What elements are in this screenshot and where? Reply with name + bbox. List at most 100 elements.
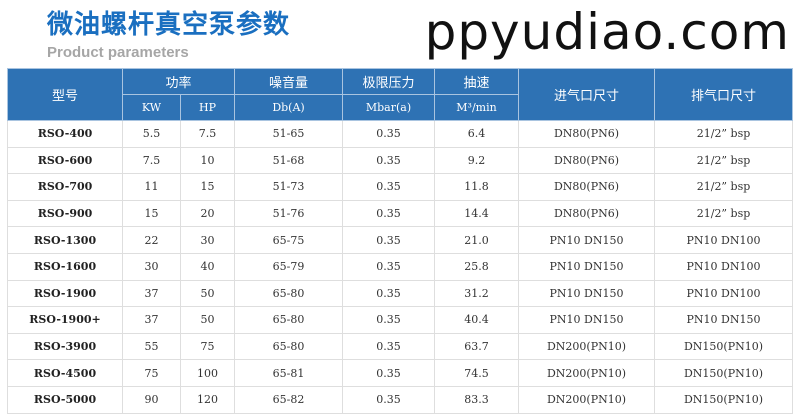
cell-noise: 65-80 bbox=[234, 332, 344, 361]
cell-inlet: DN200(PN10) bbox=[518, 385, 656, 414]
cell-model: RSO-700 bbox=[7, 173, 123, 201]
cell-speed: 14.4 bbox=[434, 199, 520, 228]
cell-inlet: DN200(PN10) bbox=[518, 332, 656, 361]
table-body: RSO-400 5.5 7.5 51-65 0.35 6.4 DN80(PN6) 21/2” … bbox=[7, 120, 794, 414]
cell-model: RSO-1600 bbox=[7, 252, 123, 281]
table-row: RSO-1900 37 50 65-80 0.35 31.2 PN10 DN150 PN10 … bbox=[7, 279, 794, 308]
cell-outlet: 21/2” bsp bbox=[654, 173, 794, 201]
cell-kw: 75 bbox=[122, 359, 181, 387]
cell-hp: 120 bbox=[179, 385, 236, 414]
cell-speed: 9.2 bbox=[434, 146, 520, 175]
cell-outlet: PN10 DN100 bbox=[654, 226, 794, 254]
cell-kw: 22 bbox=[122, 226, 181, 254]
header-speed: 抽速 bbox=[434, 68, 520, 95]
cell-speed: 40.4 bbox=[434, 306, 520, 334]
cell-model: RSO-400 bbox=[7, 120, 123, 148]
cell-model: RSO-5000 bbox=[7, 385, 123, 414]
cell-outlet: DN150(PN10) bbox=[654, 385, 794, 414]
cell-pressure: 0.35 bbox=[342, 146, 436, 175]
cell-speed: 83.3 bbox=[434, 385, 520, 414]
cell-outlet: DN150(PN10) bbox=[654, 332, 794, 361]
cell-speed: 25.8 bbox=[434, 252, 520, 281]
cell-pressure: 0.35 bbox=[342, 332, 436, 361]
cell-hp: 15 bbox=[179, 173, 236, 201]
table-row: RSO-900 15 20 51-76 0.35 14.4 DN80(PN6) 21/2” b… bbox=[7, 199, 794, 228]
cell-model: RSO-4500 bbox=[7, 359, 123, 387]
cell-model: RSO-1900+ bbox=[7, 306, 123, 334]
cell-outlet: PN10 DN150 bbox=[654, 306, 794, 334]
cell-noise: 65-75 bbox=[234, 226, 344, 254]
table-row: RSO-1900+ 37 50 65-80 0.35 40.4 PN10 DN150 PN10… bbox=[7, 306, 794, 334]
cell-inlet: DN200(PN10) bbox=[518, 359, 656, 387]
header-pressure: 极限压力 bbox=[342, 68, 436, 95]
parameters-table: 型号 功率 噪音量 极限压力 抽速 进气口尺寸 排气口尺寸 KW HP Db(A… bbox=[7, 68, 794, 414]
cell-inlet: DN80(PN6) bbox=[518, 120, 656, 148]
cell-noise: 65-81 bbox=[234, 359, 344, 387]
cell-outlet: 21/2” bsp bbox=[654, 146, 794, 175]
cell-kw: 11 bbox=[122, 173, 181, 201]
cell-model: RSO-1300 bbox=[7, 226, 123, 254]
table-row: RSO-700 11 15 51-73 0.35 11.8 DN80(PN6) 21/2” b… bbox=[7, 173, 794, 201]
header-inlet: 进气口尺寸 bbox=[518, 68, 656, 121]
table-row: RSO-3900 55 75 65-80 0.35 63.7 DN200(PN10) DN15… bbox=[7, 332, 794, 361]
cell-speed: 74.5 bbox=[434, 359, 520, 387]
cell-kw: 5.5 bbox=[122, 120, 181, 148]
header-kw: KW bbox=[122, 94, 181, 121]
cell-kw: 37 bbox=[122, 279, 181, 308]
cell-inlet: PN10 DN150 bbox=[518, 306, 656, 334]
cell-outlet: PN10 DN100 bbox=[654, 252, 794, 281]
header-outlet: 排气口尺寸 bbox=[654, 68, 794, 121]
header-pressure-unit: Mbar(a) bbox=[342, 94, 436, 121]
cell-kw: 7.5 bbox=[122, 146, 181, 175]
cell-model: RSO-1900 bbox=[7, 279, 123, 308]
header-power: 功率 bbox=[121, 68, 236, 95]
watermark: ppyudiao.com bbox=[424, 3, 790, 61]
cell-noise: 51-76 bbox=[234, 199, 344, 228]
cell-outlet: 21/2” bsp bbox=[654, 199, 794, 228]
cell-hp: 7.5 bbox=[179, 120, 236, 148]
cell-pressure: 0.35 bbox=[342, 120, 436, 148]
cell-speed: 11.8 bbox=[434, 173, 520, 201]
cell-hp: 10 bbox=[179, 146, 236, 175]
cell-hp: 50 bbox=[179, 306, 236, 334]
cell-pressure: 0.35 bbox=[342, 199, 436, 228]
cell-noise: 65-82 bbox=[234, 385, 344, 414]
cell-pressure: 0.35 bbox=[342, 252, 436, 281]
header-noise-unit: Db(A) bbox=[234, 94, 344, 121]
cell-model: RSO-900 bbox=[7, 199, 123, 228]
header-hp: HP bbox=[179, 94, 236, 121]
cell-kw: 55 bbox=[122, 332, 181, 361]
table-row: RSO-4500 75 100 65-81 0.35 74.5 DN200(PN10) DN1… bbox=[7, 359, 794, 387]
cell-noise: 65-80 bbox=[234, 306, 344, 334]
cell-speed: 21.0 bbox=[434, 226, 520, 254]
cell-kw: 37 bbox=[122, 306, 181, 334]
cell-pressure: 0.35 bbox=[342, 306, 436, 334]
cell-speed: 6.4 bbox=[434, 120, 520, 148]
cell-outlet: PN10 DN100 bbox=[654, 279, 794, 308]
header-noise: 噪音量 bbox=[234, 68, 344, 95]
cell-pressure: 0.35 bbox=[342, 279, 436, 308]
cell-hp: 20 bbox=[179, 199, 236, 228]
cell-hp: 100 bbox=[179, 359, 236, 387]
header-model: 型号 bbox=[7, 68, 123, 121]
table-row: RSO-400 5.5 7.5 51-65 0.35 6.4 DN80(PN6) 21/2” … bbox=[7, 120, 794, 148]
cell-pressure: 0.35 bbox=[342, 173, 436, 201]
cell-pressure: 0.35 bbox=[342, 359, 436, 387]
cell-kw: 15 bbox=[122, 199, 181, 228]
cell-hp: 75 bbox=[179, 332, 236, 361]
cell-kw: 90 bbox=[122, 385, 181, 414]
table-row: RSO-1300 22 30 65-75 0.35 21.0 PN10 DN150 PN10 … bbox=[7, 226, 794, 254]
cell-outlet: DN150(PN10) bbox=[654, 359, 794, 387]
cell-outlet: 21/2” bsp bbox=[654, 120, 794, 148]
cell-noise: 51-68 bbox=[234, 146, 344, 175]
cell-inlet: DN80(PN6) bbox=[518, 146, 656, 175]
cell-noise: 65-80 bbox=[234, 279, 344, 308]
page-title: 微油螺杆真空泵参数 bbox=[47, 10, 291, 40]
header-speed-unit: M³/min bbox=[434, 94, 520, 121]
cell-hp: 50 bbox=[179, 279, 236, 308]
table-row: RSO-1600 30 40 65-79 0.35 25.8 PN10 DN150 PN10 … bbox=[7, 252, 794, 281]
page-subtitle: Product parameters bbox=[47, 44, 189, 61]
cell-noise: 51-73 bbox=[234, 173, 344, 201]
table-row: RSO-5000 90 120 65-82 0.35 83.3 DN200(PN10) DN1… bbox=[7, 385, 794, 414]
cell-pressure: 0.35 bbox=[342, 385, 436, 414]
